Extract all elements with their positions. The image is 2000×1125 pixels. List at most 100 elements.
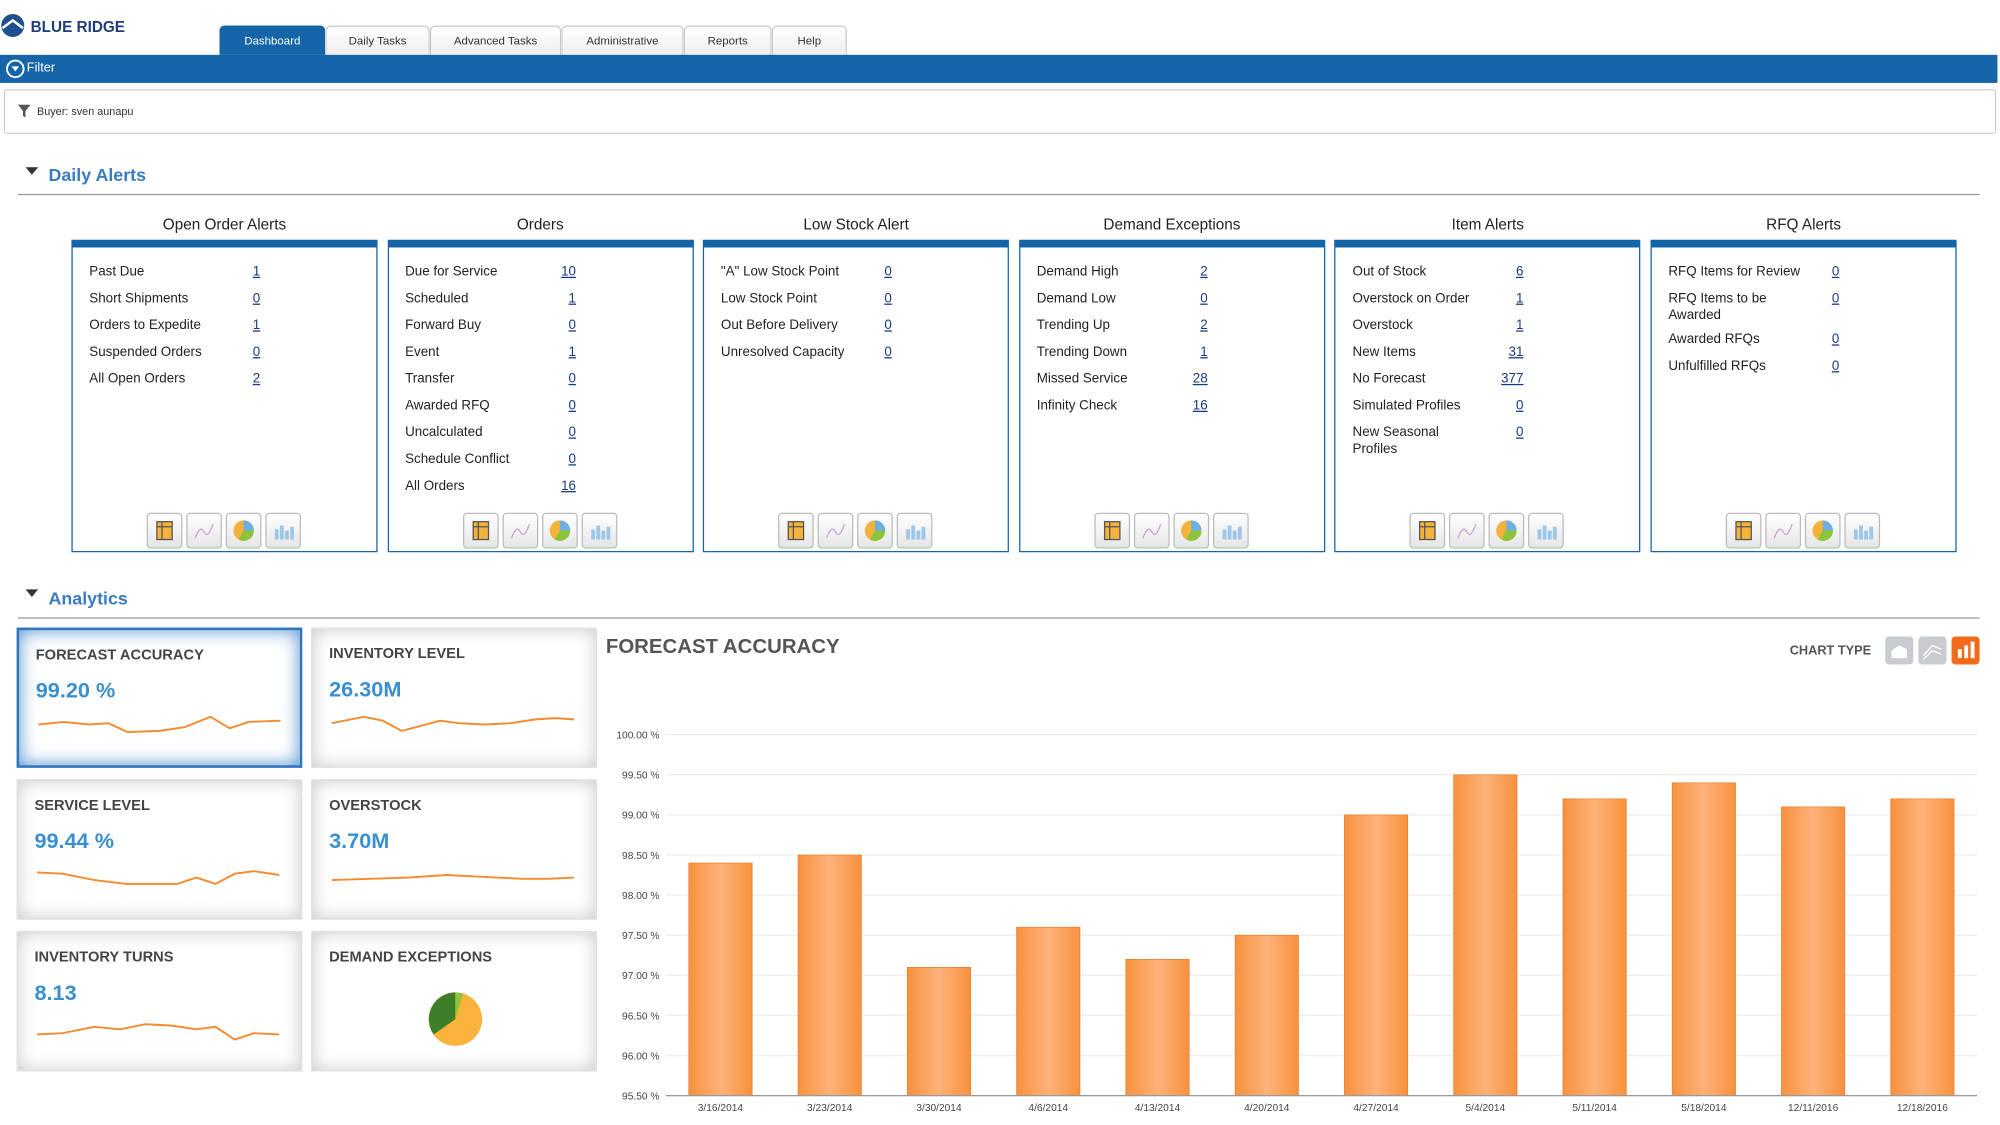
- alert-count[interactable]: 1: [1516, 317, 1524, 333]
- alert-row: Event 1: [405, 344, 692, 363]
- view-button[interactable]: [778, 512, 815, 549]
- nav-tab[interactable]: Daily Tasks: [325, 25, 430, 55]
- view-button[interactable]: [1804, 512, 1841, 549]
- nav-tab[interactable]: Help: [771, 25, 847, 55]
- alert-count[interactable]: 0: [884, 344, 892, 360]
- alert-count[interactable]: 0: [568, 317, 577, 333]
- view-buttons: [778, 512, 933, 549]
- alert-count[interactable]: 377: [1501, 371, 1524, 387]
- alert-row: Missed Service 28: [1037, 371, 1324, 390]
- alert-label: No Forecast: [1352, 371, 1426, 387]
- view-buttons: [1409, 512, 1565, 549]
- alert-count[interactable]: 31: [1508, 344, 1524, 360]
- nav-tab[interactable]: Reports: [683, 25, 772, 55]
- kpi-tile[interactable]: SERVICE LEVEL 99.44 %: [16, 779, 303, 920]
- view-button[interactable]: [225, 512, 262, 549]
- alert-count[interactable]: 0: [568, 397, 577, 414]
- view-button[interactable]: [1765, 512, 1802, 549]
- collapse-arrow[interactable]: [25, 589, 39, 599]
- alert-count[interactable]: 2: [1200, 264, 1208, 280]
- view-button[interactable]: [581, 512, 617, 549]
- alert-count[interactable]: 0: [1200, 290, 1208, 307]
- logo-mark: [1, 14, 25, 37]
- view-button[interactable]: [817, 512, 854, 549]
- view-button[interactable]: [1094, 512, 1130, 549]
- alert-count[interactable]: 0: [884, 290, 892, 307]
- kpi-tile[interactable]: OVERSTOCK 3.70M: [311, 779, 597, 920]
- divider: [17, 617, 1980, 619]
- alert-count[interactable]: 1: [568, 290, 577, 307]
- alert-row: Simulated Profiles 0: [1353, 398, 1640, 417]
- alert-label: Short Shipments: [89, 290, 189, 307]
- kpi-tile[interactable]: INVENTORY LEVEL 26.30M: [311, 627, 597, 768]
- alert-panel: Past Due 1 Short Shipments 0 Orders to Exped…: [71, 239, 378, 553]
- view-button[interactable]: [1409, 512, 1446, 549]
- alert-row: New Seasonal Profiles 0: [1353, 425, 1640, 458]
- view-button[interactable]: [857, 512, 894, 549]
- nav-tab[interactable]: Administrative: [561, 25, 684, 55]
- view-button[interactable]: [502, 512, 538, 549]
- view-button[interactable]: [1133, 512, 1170, 549]
- alert-row: Unresolved Capacity 0: [721, 344, 1008, 363]
- alert-row: Scheduled 1: [405, 291, 692, 310]
- kpi-tile[interactable]: INVENTORY TURNS 8.13: [16, 931, 303, 1072]
- alert-count[interactable]: 0: [568, 424, 577, 441]
- bar: [1453, 774, 1518, 1096]
- alert-count[interactable]: 2: [1200, 317, 1208, 333]
- alert-label: Infinity Check: [1036, 397, 1118, 414]
- view-button[interactable]: [186, 512, 222, 549]
- nav-tab[interactable]: Advanced Tasks: [429, 25, 562, 55]
- alert-count[interactable]: 6: [1516, 264, 1524, 280]
- view-button[interactable]: [1489, 512, 1525, 549]
- alert-count[interactable]: 1: [1516, 290, 1524, 307]
- alert-count[interactable]: 1: [568, 344, 577, 360]
- bar: [1781, 806, 1846, 1096]
- view-button[interactable]: [1725, 512, 1762, 549]
- collapse-arrow[interactable]: [25, 167, 39, 177]
- filter-bar[interactable]: Filter: [0, 54, 1998, 83]
- alert-count[interactable]: 0: [1831, 264, 1840, 280]
- view-button[interactable]: [265, 512, 302, 549]
- kpi-tile[interactable]: FORECAST ACCURACY 99.20 %: [16, 627, 303, 768]
- view-button[interactable]: [896, 512, 933, 549]
- view-button[interactable]: [541, 512, 578, 549]
- bar: [1671, 782, 1736, 1096]
- alert-count[interactable]: 0: [568, 371, 577, 387]
- alert-count[interactable]: 28: [1192, 371, 1208, 387]
- alert-count[interactable]: 2: [252, 371, 261, 387]
- chart: FORECAST ACCURACY CHART TYPE 95.50 % 96.0…: [606, 636, 1980, 1114]
- alert-count[interactable]: 0: [1516, 424, 1524, 441]
- view-button[interactable]: [462, 512, 499, 549]
- alert-row: Overstock 1: [1353, 318, 1640, 337]
- filter-icon: [6, 59, 25, 79]
- alert-row: Forward Buy 0: [405, 318, 692, 337]
- alert-count[interactable]: 1: [252, 264, 261, 280]
- alert-count[interactable]: 16: [561, 478, 577, 494]
- kpi-title: DEMAND EXCEPTIONS: [329, 950, 493, 966]
- bar: [1562, 798, 1627, 1096]
- nav-tab[interactable]: Dashboard: [219, 25, 326, 55]
- alert-count[interactable]: 0: [1831, 290, 1840, 307]
- alert-count[interactable]: 0: [252, 290, 261, 307]
- alert-count[interactable]: 16: [1192, 397, 1208, 414]
- alert-count[interactable]: 0: [884, 317, 892, 333]
- view-button[interactable]: [1173, 512, 1209, 549]
- view-button[interactable]: [1212, 512, 1249, 549]
- view-button[interactable]: [146, 512, 183, 549]
- kpi-tile[interactable]: DEMAND EXCEPTIONS: [311, 931, 597, 1072]
- alert-label: Low Stock Point: [720, 290, 817, 307]
- alert-count[interactable]: 1: [252, 317, 261, 333]
- alert-count[interactable]: 0: [568, 451, 577, 467]
- alert-count[interactable]: 0: [884, 264, 892, 280]
- alert-panel: RFQ Items for Review 0 RFQ Items to be Awa…: [1650, 239, 1957, 553]
- view-button[interactable]: [1449, 512, 1486, 549]
- alert-count[interactable]: 10: [561, 264, 577, 280]
- alert-count[interactable]: 0: [252, 344, 261, 360]
- alert-count[interactable]: 0: [1831, 358, 1840, 374]
- kpi-title: SERVICE LEVEL: [34, 798, 150, 814]
- alert-count[interactable]: 0: [1516, 397, 1524, 414]
- alert-count[interactable]: 1: [1200, 344, 1208, 360]
- alert-count[interactable]: 0: [1831, 331, 1840, 347]
- view-button[interactable]: [1528, 512, 1565, 549]
- view-button[interactable]: [1844, 512, 1881, 549]
